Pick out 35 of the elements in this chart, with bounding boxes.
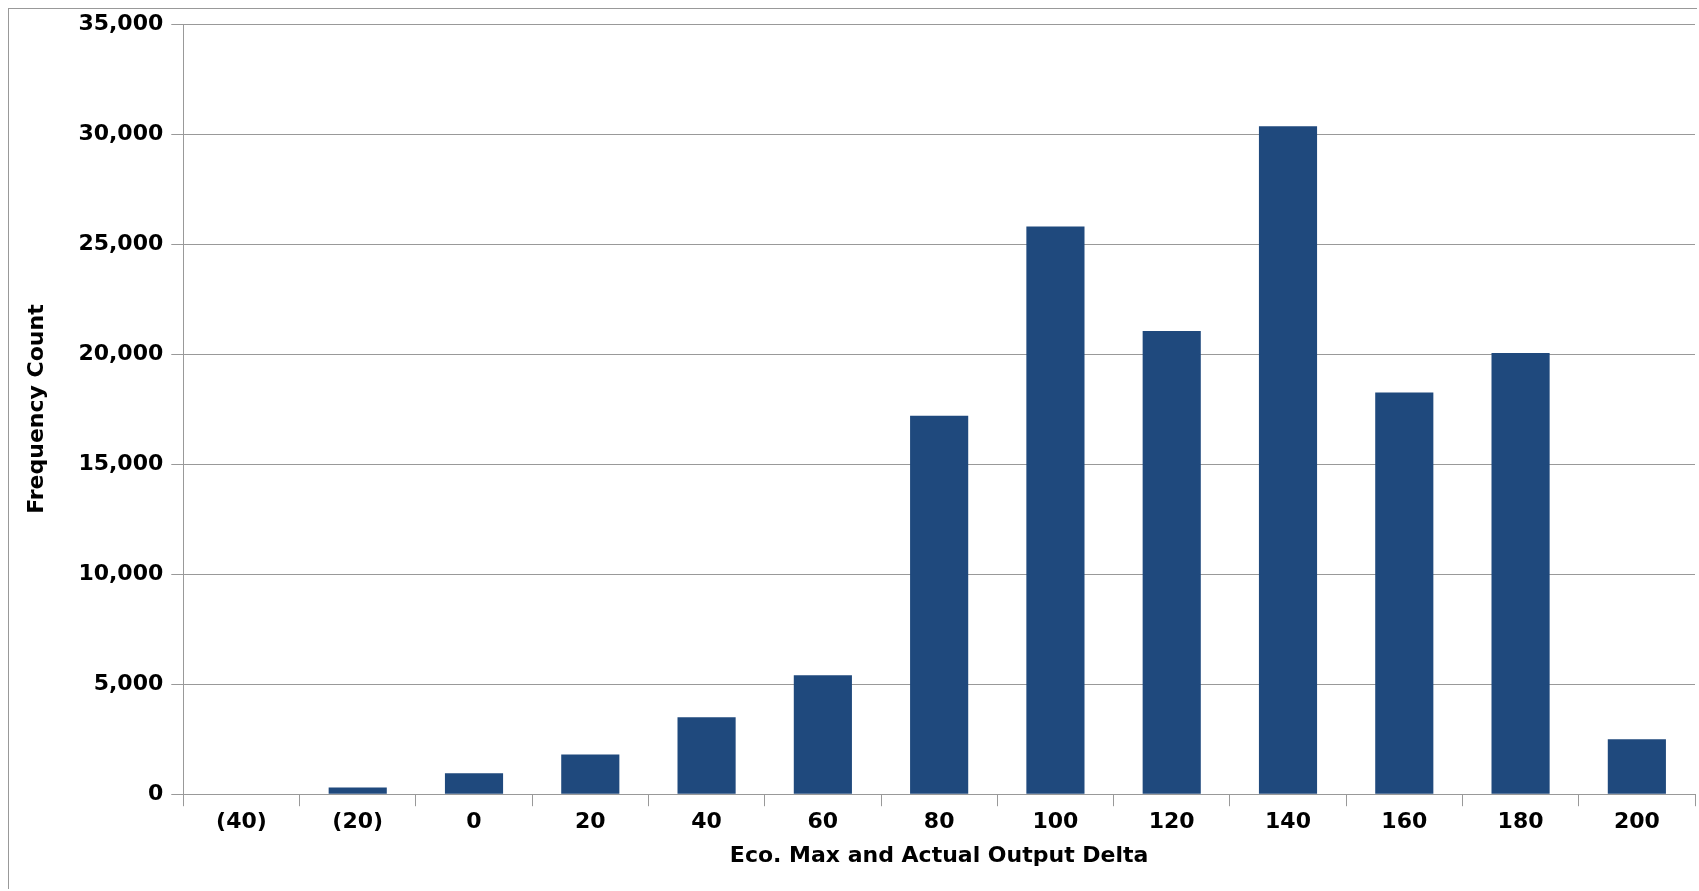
bar [677,717,736,794]
bar [1026,226,1085,794]
x-tick-label: 200 [1613,808,1660,834]
x-tick-label: 0 [466,808,482,834]
x-tick-label: 140 [1265,808,1311,834]
bar [1491,352,1550,794]
bar [444,773,504,794]
bar [1607,739,1666,794]
bar [1375,392,1434,794]
x-axis-title: Eco. Max and Actual Output Delta [729,841,1149,867]
y-tick-label: 35,000 [78,9,164,35]
y-axis-title: Frequency Count [22,303,48,514]
y-tick-label: 10,000 [78,559,164,585]
x-tick-label: 160 [1381,808,1428,834]
x-tick-label: 180 [1497,808,1544,834]
y-tick-label: 30,000 [78,119,164,145]
bar [561,754,620,794]
x-tick-label: 40 [691,808,722,834]
y-tick-label: 15,000 [78,449,164,475]
x-tick-label: 60 [807,808,839,834]
x-tick-label: (40) [216,808,267,834]
bar [1142,330,1201,794]
y-tick-label: 25,000 [78,229,164,255]
x-tick-label: 100 [1032,808,1079,834]
x-tick-label: (20) [332,808,384,834]
bar [1258,126,1318,794]
x-tick-label: 20 [574,808,606,834]
x-tick-label: 80 [923,808,955,834]
y-tick-label: 0 [147,779,164,805]
bar [328,787,387,794]
y-tick-label: 20,000 [78,339,164,365]
bar [910,415,969,794]
bar [793,675,852,794]
x-tick-label: 120 [1148,808,1195,834]
y-tick-label: 5,000 [93,669,164,695]
